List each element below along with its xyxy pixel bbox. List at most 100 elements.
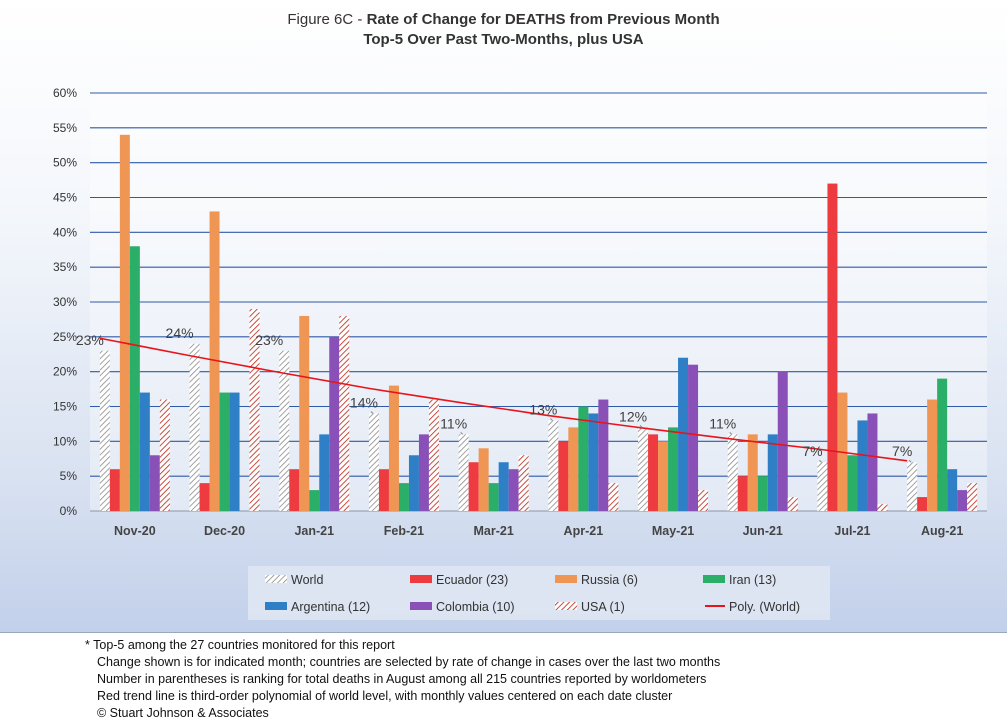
bar-chart: 23% 24% 23% 14% 11% 13% 12% 11% 7% 7% 0% 5% 10% 15% 2… [53, 86, 987, 620]
legend-label: USA (1) [581, 600, 625, 614]
bar-argentina [139, 392, 150, 511]
bar-iran [757, 476, 768, 511]
legend-label: Poly. (World) [729, 600, 800, 614]
bar-argentina [408, 455, 419, 511]
bar-ecuador [827, 183, 838, 512]
data-label: 7% [802, 443, 822, 459]
data-label: 13% [529, 401, 557, 417]
title-bold: Rate of Change for DEATHS from Previous … [366, 11, 720, 28]
x-tick-label: Feb-21 [384, 524, 424, 538]
data-label: 11% [709, 415, 736, 431]
bar-iran [578, 406, 589, 511]
bar-world [189, 343, 200, 511]
footnote-line: © Stuart Johnson & Associates [97, 706, 269, 720]
footnote-line: Red trend line is third-order polynomial… [97, 689, 673, 703]
y-tick-label: 40% [53, 225, 77, 239]
bar-russia [209, 211, 220, 511]
bar-russia [747, 434, 758, 511]
bar-argentina [678, 357, 689, 511]
y-tick-label: 35% [53, 260, 77, 274]
bar-argentina [229, 392, 240, 511]
bar-iran [937, 378, 948, 511]
y-tick-label: 60% [53, 86, 77, 100]
bar-world [727, 434, 738, 511]
legend-swatch [265, 602, 287, 610]
x-tick-label: Dec-20 [204, 524, 245, 538]
trendline [99, 337, 908, 462]
bar-russia [299, 315, 310, 511]
data-label-leader [908, 459, 912, 463]
bar-ecuador [109, 469, 120, 511]
y-tick-label: 20% [53, 365, 77, 379]
bar-usa [428, 399, 439, 511]
bar-colombia [598, 399, 609, 511]
y-tick-label: 0% [60, 504, 78, 518]
bar-usa [249, 308, 260, 511]
bar-russia [927, 399, 938, 511]
legend-swatch [410, 575, 432, 583]
bar-ecuador [917, 497, 928, 511]
bar-ecuador [648, 434, 659, 511]
bar-world [99, 350, 110, 511]
bar-iran [219, 392, 230, 511]
footnotes: * Top-5 among the 27 countries monitored… [85, 637, 720, 722]
bar-russia [119, 134, 130, 512]
data-label: 14% [350, 394, 378, 410]
bar-argentina [857, 420, 868, 511]
bar-world [907, 462, 918, 511]
x-tick-label: Jun-21 [743, 524, 783, 538]
x-tick-label: Aug-21 [921, 524, 963, 538]
bar-world [638, 427, 649, 511]
x-tick-label: Jan-21 [294, 524, 334, 538]
bar-ecuador [378, 469, 389, 511]
bar-world [368, 413, 379, 511]
data-label: 7% [892, 443, 912, 459]
footnote-line: Number in parentheses is ranking for tot… [97, 672, 707, 686]
bar-colombia [418, 434, 429, 511]
legend-label: Ecuador (23) [436, 573, 508, 587]
legend-swatch [555, 602, 577, 610]
x-tick-label: Nov-20 [114, 524, 156, 538]
bar-world [548, 420, 559, 511]
bar-russia [568, 427, 579, 511]
legend-swatch [703, 575, 725, 583]
data-label: 24% [166, 325, 194, 341]
legend-label: World [291, 573, 323, 587]
data-label-leader [819, 459, 822, 463]
bar-ecuador [199, 483, 210, 511]
y-tick-label: 10% [53, 434, 77, 448]
chart-area: Figure 6C - Rate of Change for DEATHS fr… [0, 0, 1007, 633]
bar-usa [967, 483, 978, 511]
bar-usa [787, 497, 798, 511]
data-label-leader [370, 411, 374, 414]
bar-argentina [588, 413, 599, 511]
x-tick-label: Jul-21 [834, 524, 870, 538]
bar-argentina [767, 434, 778, 511]
y-tick-label: 55% [53, 121, 77, 135]
data-label: 23% [255, 332, 283, 348]
y-tick-label: 5% [60, 469, 78, 483]
bar-iran [309, 490, 320, 511]
bar-ecuador [468, 462, 479, 511]
bar-argentina [498, 462, 509, 511]
data-label: 11% [440, 415, 467, 431]
bar-usa [339, 315, 350, 511]
data-label: 23% [76, 332, 104, 348]
bar-russia [658, 441, 669, 511]
bar-colombia [149, 455, 160, 511]
bar-usa [608, 483, 619, 511]
y-tick-label: 45% [53, 191, 77, 205]
bar-colombia [777, 371, 788, 511]
x-tick-label: May-21 [652, 524, 694, 538]
bar-iran [668, 427, 679, 511]
bar-world [279, 350, 290, 511]
bar-usa [518, 455, 529, 511]
bar-iran [847, 455, 858, 511]
bar-russia [388, 385, 399, 511]
bar-ecuador [558, 441, 569, 511]
legend-label: Argentina (12) [291, 600, 370, 614]
bar-usa [698, 490, 709, 511]
data-label-leader [549, 418, 553, 421]
y-tick-label: 15% [53, 400, 77, 414]
bar-usa [159, 399, 170, 511]
